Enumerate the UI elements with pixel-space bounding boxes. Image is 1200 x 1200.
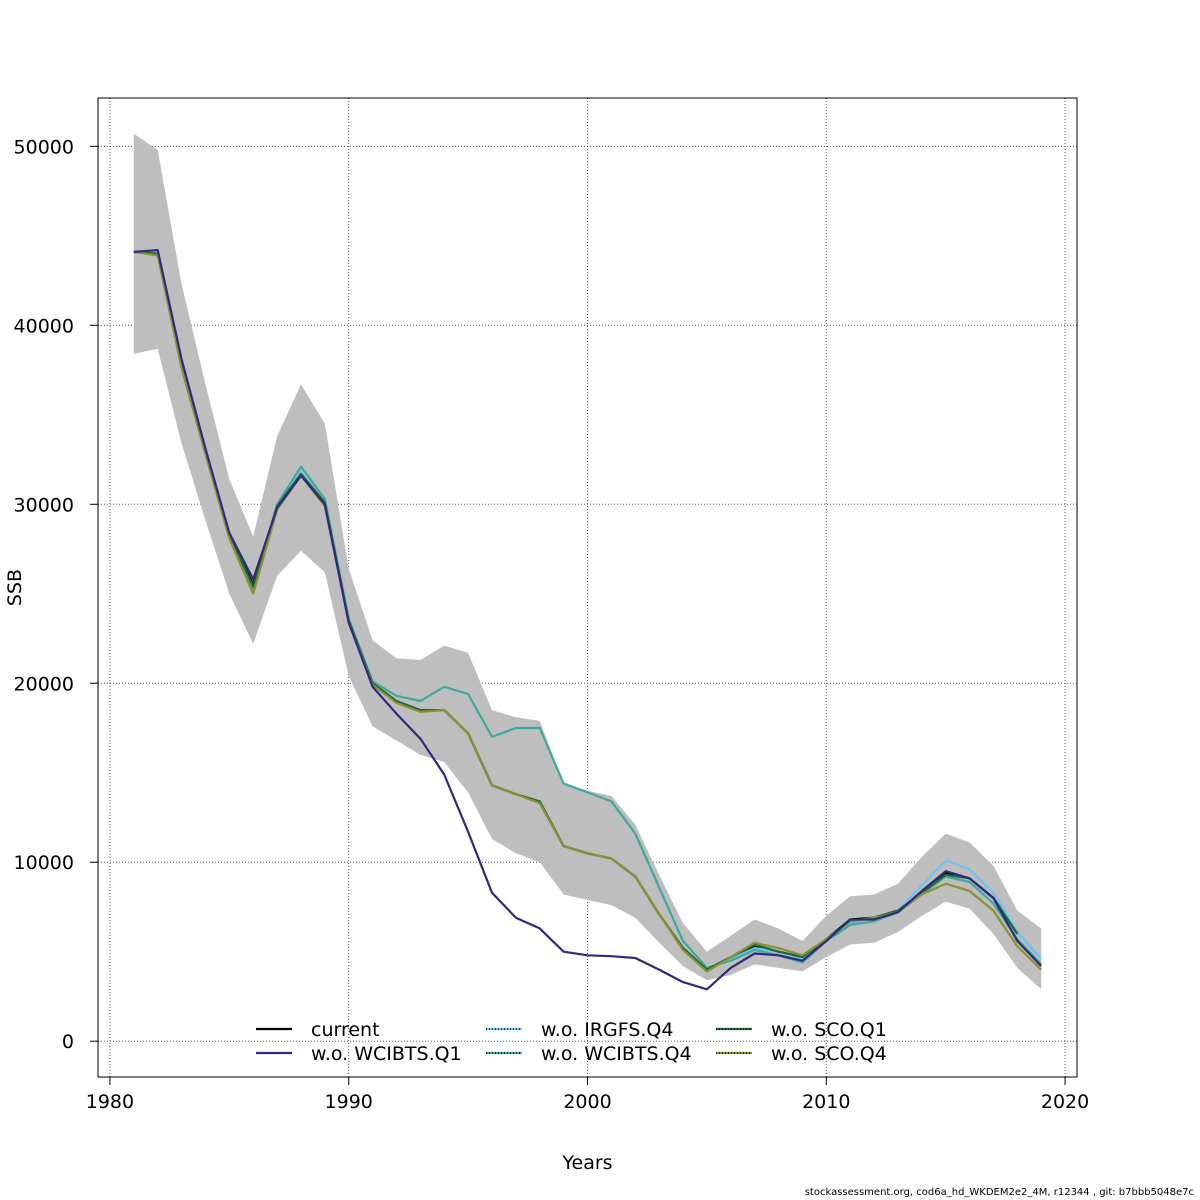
x-axis-title: Years: [561, 1152, 612, 1174]
y-tick-label: 30000: [14, 494, 74, 516]
legend-label: w.o. SCO.Q1: [771, 1019, 887, 1041]
confidence-band: [133, 133, 1042, 990]
y-axis-title: SSB: [4, 569, 26, 606]
confidence-band-group: [133, 133, 1042, 990]
x-tick-label: 2000: [563, 1091, 611, 1113]
x-tick-label: 2010: [802, 1091, 850, 1113]
x-tick-label: 2020: [1041, 1091, 1089, 1113]
series-lines: [133, 249, 1043, 991]
y-tick-label: 0: [62, 1031, 74, 1053]
series-line-w-o-wcibts-q1: [133, 249, 1042, 991]
x-tick-label: 1980: [86, 1091, 134, 1113]
y-axis: 0 10000 20000 30000 40000 50000: [14, 136, 99, 1053]
legend-label: w.o. SCO.Q4: [771, 1043, 887, 1065]
legend-label: current: [311, 1019, 380, 1041]
y-tick-label: 10000: [14, 852, 74, 874]
x-axis: 1980 1990 2000 2010 2020: [86, 1076, 1089, 1113]
footer-credit: stockassessment.org, cod6a_hd_WKDEM2e2_4…: [804, 1187, 1194, 1198]
legend-label: w.o. WCIBTS.Q4: [541, 1043, 692, 1065]
y-tick-label: 50000: [14, 136, 74, 158]
x-tick-label: 1990: [325, 1091, 373, 1113]
legend-label: w.o. WCIBTS.Q1: [311, 1043, 462, 1065]
y-tick-label: 40000: [14, 315, 74, 337]
legend-label: w.o. IRGFS.Q4: [541, 1019, 673, 1041]
y-tick-label: 20000: [14, 673, 74, 695]
